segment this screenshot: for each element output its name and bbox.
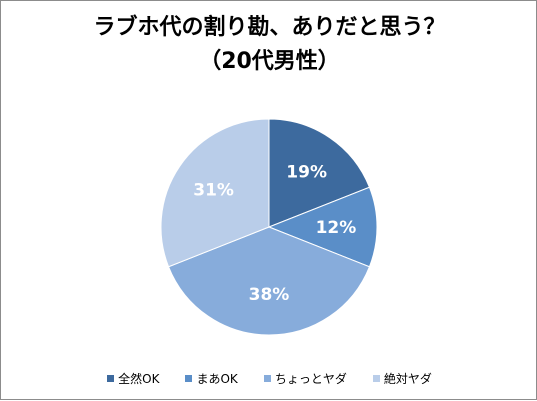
legend-swatch — [373, 375, 380, 382]
legend-label: 全然OK — [118, 370, 159, 387]
slice-data-label: 12% — [316, 218, 357, 238]
slice-data-label: 31% — [193, 180, 234, 200]
legend-item-chotto-yada: ちょっとヤダ — [264, 370, 347, 387]
legend-swatch — [264, 375, 271, 382]
legend-label: 絶対ヤダ — [384, 370, 432, 387]
legend-item-zettai-yada: 絶対ヤダ — [373, 370, 432, 387]
slice-data-label: 38% — [249, 285, 290, 305]
legend-swatch — [107, 375, 114, 382]
legend-item-maa-ok: まあOK — [185, 370, 237, 387]
legend-label: まあOK — [196, 370, 237, 387]
legend: 全然OK まあOK ちょっとヤダ 絶対ヤダ — [1, 370, 537, 387]
slice-data-label: 19% — [286, 163, 327, 183]
legend-label: ちょっとヤダ — [275, 370, 347, 387]
legend-swatch — [185, 375, 192, 382]
legend-item-zenzen-ok: 全然OK — [107, 370, 159, 387]
